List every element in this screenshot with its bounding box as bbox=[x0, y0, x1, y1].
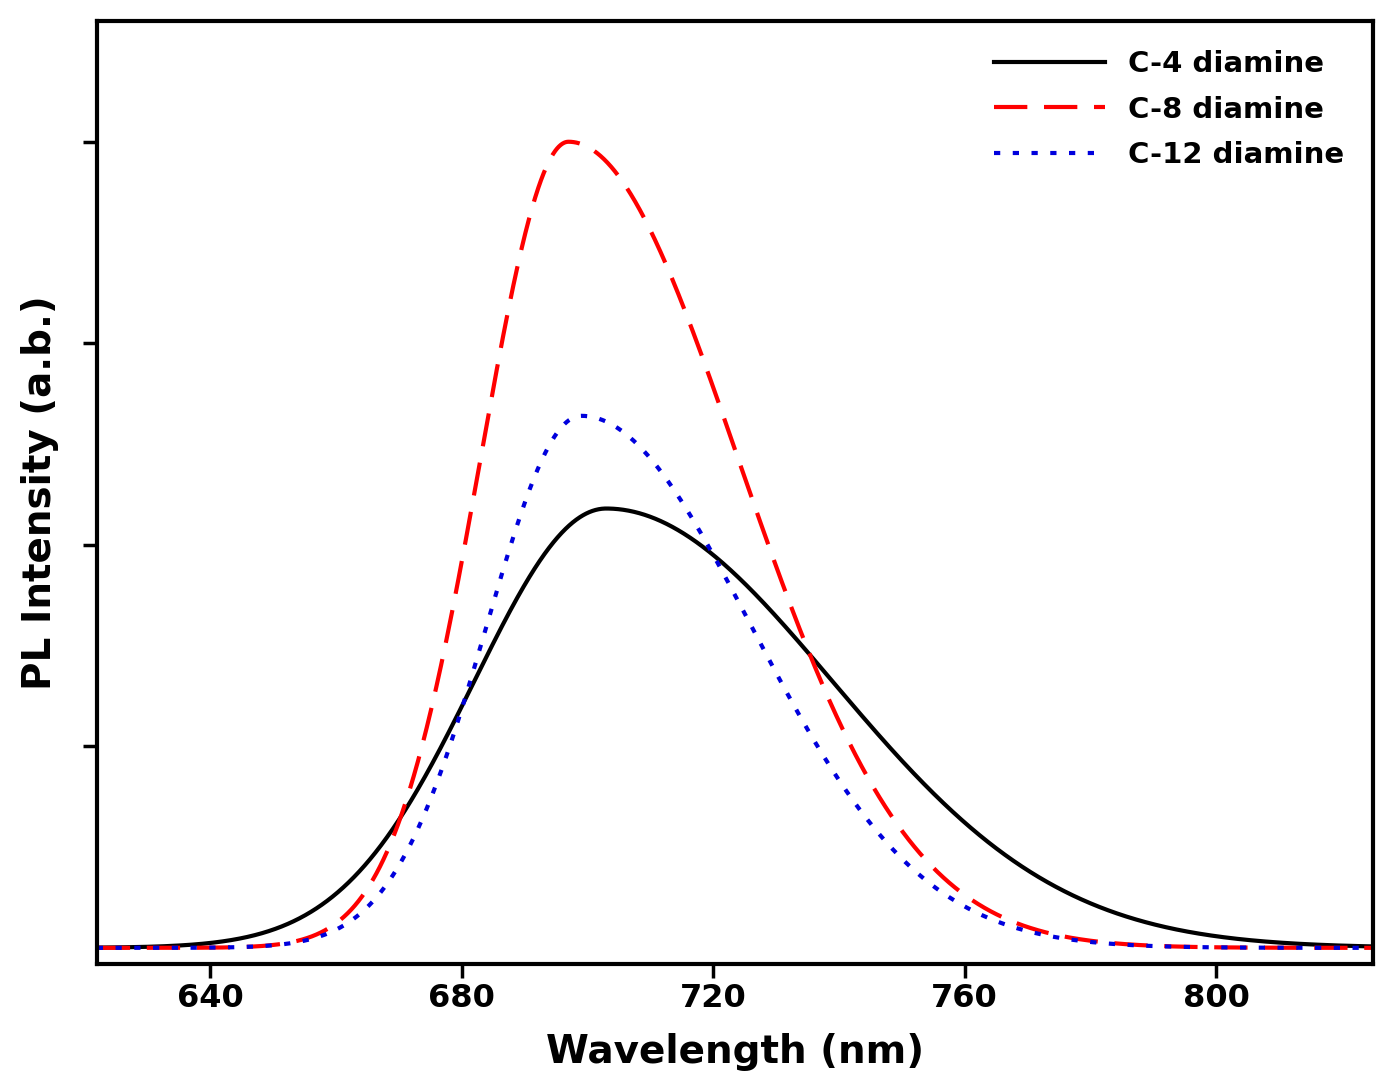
Legend: C-4 diamine, C-8 diamine, C-12 diamine: C-4 diamine, C-8 diamine, C-12 diamine bbox=[979, 35, 1359, 183]
C-8 diamine bbox=[558, 135, 574, 149]
C-12 diamine bbox=[1358, 941, 1374, 954]
C-12 diamine bbox=[45, 941, 61, 954]
C-4 diamine bbox=[1358, 940, 1374, 953]
Line: C-8 diamine: C-8 diamine bbox=[53, 142, 1393, 948]
C-4 diamine bbox=[45, 941, 61, 954]
C-8 diamine bbox=[45, 941, 61, 954]
X-axis label: Wavelength (nm): Wavelength (nm) bbox=[546, 1033, 924, 1071]
C-4 diamine bbox=[198, 937, 215, 950]
C-12 diamine bbox=[558, 416, 574, 429]
C-4 diamine bbox=[277, 918, 294, 931]
C-8 diamine bbox=[277, 937, 294, 950]
Y-axis label: PL Intensity (a.b.): PL Intensity (a.b.) bbox=[21, 295, 59, 690]
C-4 diamine bbox=[1384, 940, 1394, 953]
C-4 diamine bbox=[598, 502, 615, 515]
C-4 diamine bbox=[558, 522, 574, 535]
C-8 diamine bbox=[198, 941, 215, 954]
C-8 diamine bbox=[1358, 941, 1374, 954]
C-12 diamine bbox=[616, 427, 633, 440]
C-12 diamine bbox=[1384, 941, 1394, 954]
C-4 diamine bbox=[1214, 930, 1231, 943]
Line: C-12 diamine: C-12 diamine bbox=[53, 416, 1393, 948]
C-12 diamine bbox=[277, 937, 294, 950]
Line: C-4 diamine: C-4 diamine bbox=[53, 509, 1393, 948]
C-12 diamine bbox=[573, 410, 590, 423]
C-12 diamine bbox=[198, 941, 215, 954]
C-8 diamine bbox=[1214, 941, 1231, 954]
C-12 diamine bbox=[1214, 941, 1231, 954]
C-8 diamine bbox=[560, 135, 577, 149]
C-8 diamine bbox=[1384, 941, 1394, 954]
C-8 diamine bbox=[616, 179, 633, 192]
C-4 diamine bbox=[616, 503, 633, 517]
